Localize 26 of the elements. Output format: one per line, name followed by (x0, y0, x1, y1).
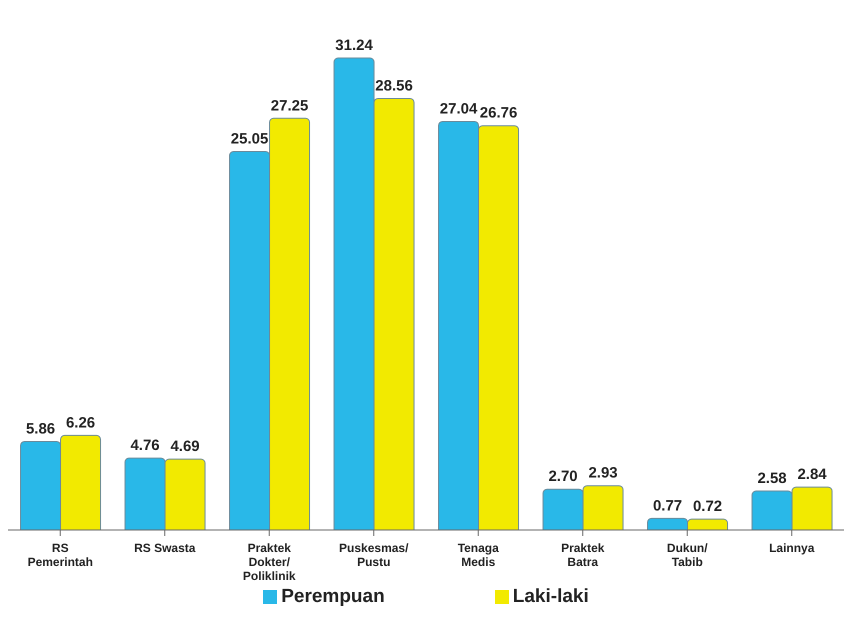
data-label: 2.93 (588, 464, 618, 482)
x-tick-label: Praktek Batra (561, 541, 605, 569)
legend-label: Perempuan (280, 586, 385, 608)
data-label: 25.05 (230, 130, 268, 148)
data-label: 31.24 (335, 37, 374, 54)
data-label: 27.04 (440, 100, 478, 118)
x-tick-label: Puskesmas/ Pustu (339, 541, 410, 569)
data-label: 4.76 (130, 437, 160, 454)
data-label: 26.76 (480, 104, 518, 122)
data-label: 2.84 (797, 466, 828, 484)
data-label: 0.72 (692, 498, 722, 516)
x-tick-label: Tenaga Medis (458, 541, 500, 569)
x-tick-label: Praktek Dokter/ Poliklinik (242, 541, 296, 583)
data-label: 28.56 (375, 77, 413, 94)
x-tick-label: RS Swasta (134, 541, 196, 555)
x-tick-label: RS Pemerintah (28, 541, 93, 569)
data-label: 2.58 (757, 470, 787, 488)
x-tick-label: Lainnya (769, 541, 815, 555)
data-label: 0.77 (652, 497, 682, 514)
data-label: 6.26 (66, 414, 96, 432)
data-label: 5.86 (26, 420, 56, 438)
data-label: 27.25 (270, 97, 308, 114)
legend-label: Laki-laki (512, 586, 589, 608)
data-label: 2.70 (548, 468, 578, 486)
x-tick-label: Dukun/ Tabib (666, 541, 708, 569)
data-label: 4.69 (170, 438, 200, 456)
